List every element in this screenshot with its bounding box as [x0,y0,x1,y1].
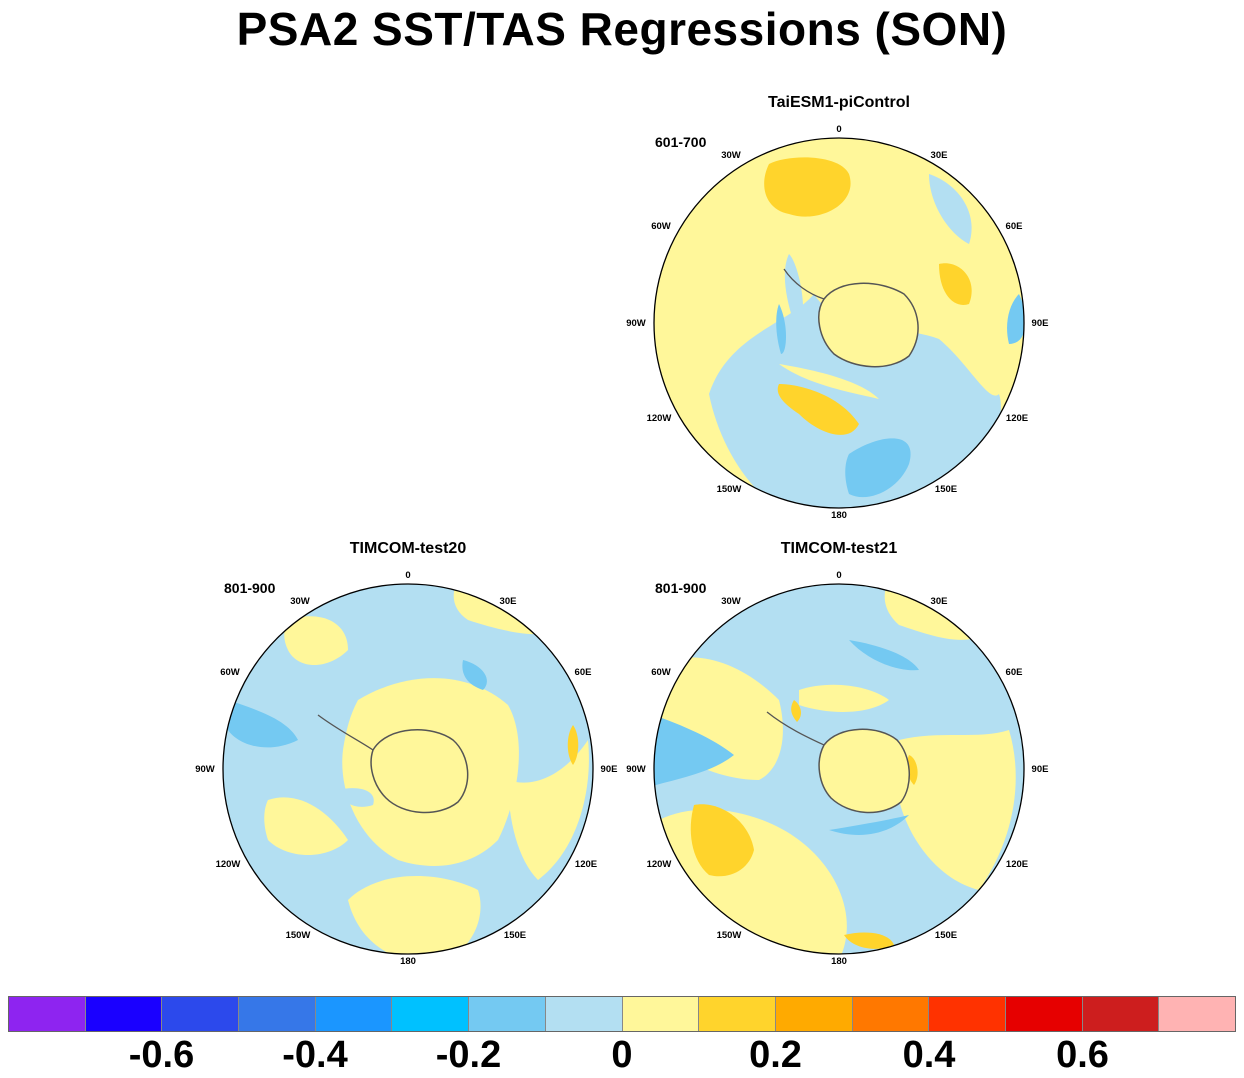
colorbar-swatch [392,997,470,1031]
colorbar-tick-label: 0 [611,1034,633,1076]
lon-label-120w: 120W [216,859,241,870]
lon-label-90e: 90E [1032,318,1049,329]
main-title: PSA2 SST/TAS Regressions (SON) [236,3,1008,55]
lon-label-60w: 60W [651,221,671,232]
lon-label-90w: 90W [626,764,646,775]
lon-label-90w: 90W [626,318,646,329]
lon-label-180: 180 [400,956,416,967]
colorbar-tick-label: -0.4 [282,1034,348,1076]
map-panel-timcom-test21: TIMCOM-test21 801-900 0 30E 60E 90E [626,540,1048,980]
panel-years: 601-700 [655,134,707,150]
polar-map: 0 30E 60E 90E 120E 150E 180 150W 120W 90… [195,570,617,967]
lon-label-150e: 150E [504,930,526,941]
lon-label-90e: 90E [601,764,618,775]
lon-label-30w: 30W [721,596,741,607]
lon-label-30w: 30W [290,596,310,607]
colorbar-swatch [315,997,393,1031]
colorbar-tick-label: 0.4 [902,1034,956,1076]
lon-label-0: 0 [836,124,841,135]
panel-years: 801-900 [655,580,707,596]
lon-label-60e: 60E [575,667,592,678]
lon-label-120e: 120E [575,859,597,870]
lon-label-120w: 120W [647,859,672,870]
lon-label-150e: 150E [935,930,957,941]
colorbar-swatch [1159,997,1235,1031]
lon-label-60e: 60E [1006,221,1023,232]
polar-map: 0 30E 60E 90E 120E 150E 180 150W 120W 90… [626,570,1048,967]
colorbar-swatch [852,997,930,1031]
colorbar-swatch [469,997,546,1031]
map-panel-taiesm1: TaiESM1-piControl 601-700 0 30E 60E 90E … [626,94,1048,534]
colorbar-swatch [239,997,316,1031]
colorbar-tick-label: -0.6 [128,1034,195,1076]
panel-title: TaiESM1-piControl [768,94,910,111]
lon-label-0: 0 [405,570,410,581]
colorbar-tick-label: 0.2 [749,1034,802,1076]
lon-label-90e: 90E [1032,764,1049,775]
map-panel-timcom-test20: TIMCOM-test20 801-900 0 30E 60E 90E 120E… [195,540,617,980]
lon-label-60w: 60W [651,667,671,678]
colorbar-swatch [929,997,1006,1031]
colorbar-swatch [162,997,240,1031]
colorbar-swatch [622,997,700,1031]
colorbar-swatch [85,997,163,1031]
lon-label-180: 180 [831,510,847,521]
polar-map: 0 30E 60E 90E 120E 150E 180 150W 120W 90… [626,124,1048,521]
lon-label-90w: 90W [195,764,215,775]
colorbar-swatch [9,997,86,1031]
lon-label-0: 0 [836,570,841,581]
colorbar-swatch [699,997,776,1031]
colorbar-tick-label: 0.6 [1056,1034,1109,1076]
lon-label-60w: 60W [220,667,240,678]
colorbar [8,996,1236,1032]
lon-label-120e: 120E [1006,413,1028,424]
lon-label-120w: 120W [647,413,672,424]
panel-title: TIMCOM-test20 [349,540,467,557]
panel-years: 801-900 [224,580,276,596]
lon-label-30e: 30E [931,150,948,161]
lon-label-30w: 30W [721,150,741,161]
lon-label-150w: 150W [717,930,742,941]
colorbar-swatch [1082,997,1160,1031]
lon-label-180: 180 [831,956,847,967]
colorbar-swatch [1005,997,1083,1031]
lon-label-30e: 30E [500,596,517,607]
panel-title: TIMCOM-test21 [780,540,898,557]
lon-label-150w: 150W [717,484,742,495]
lon-label-150e: 150E [935,484,957,495]
colorbar-swatch [545,997,623,1031]
colorbar-swatch [775,997,853,1031]
colorbar-tick-label: -0.2 [435,1034,502,1076]
lon-label-30e: 30E [931,596,948,607]
lon-label-60e: 60E [1006,667,1023,678]
lon-label-120e: 120E [1006,859,1028,870]
lon-label-150w: 150W [286,930,311,941]
